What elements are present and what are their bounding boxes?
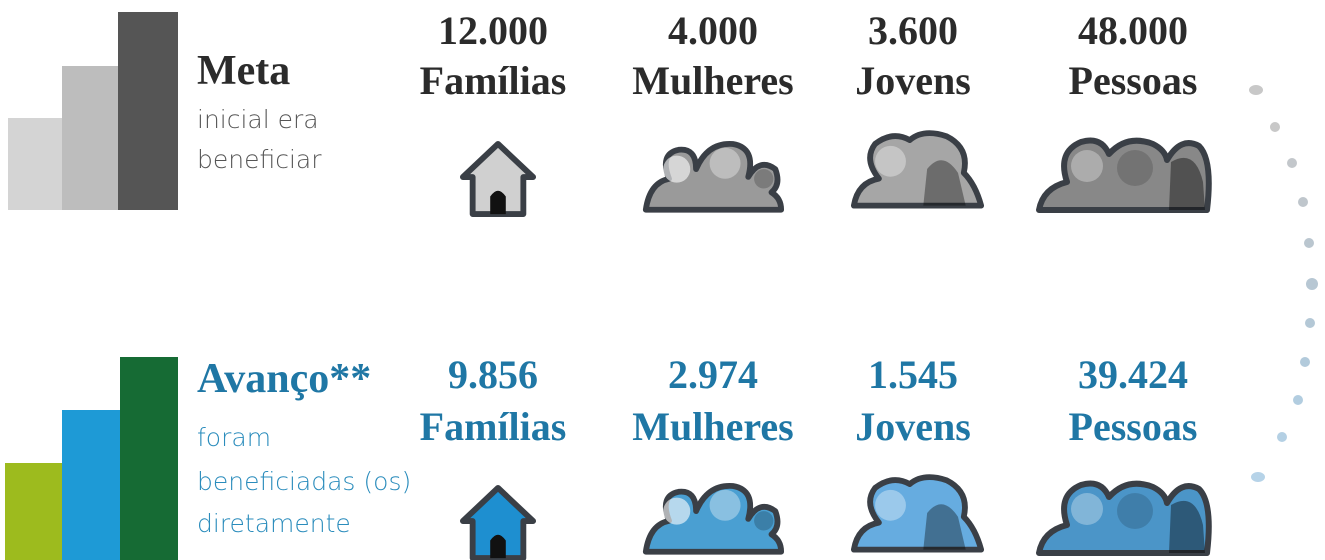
item-label: Pessoas — [1069, 404, 1198, 449]
row-subtitle: inicial era — [197, 105, 319, 134]
item-number: 4.000 — [668, 8, 758, 53]
bar-icon — [62, 66, 118, 210]
row-title: Avanço** — [197, 356, 371, 402]
item-number: 1.545 — [868, 352, 958, 397]
row-subtitle: diretamente — [197, 509, 351, 538]
dot-arc — [1249, 85, 1318, 482]
bar-icon — [8, 118, 62, 210]
bar-icon — [118, 12, 178, 210]
row-title: Meta — [197, 48, 290, 94]
item-label: Jovens — [855, 58, 971, 103]
pictograms — [463, 133, 1209, 214]
item-label: Jovens — [855, 404, 971, 449]
item-number: 12.000 — [438, 8, 548, 53]
item-number: 9.856 — [448, 352, 538, 397]
bar-icon — [62, 410, 120, 560]
item-label: Mulheres — [632, 58, 793, 103]
row-subtitle: beneficiadas (os) — [197, 467, 411, 496]
pictograms — [463, 477, 1209, 558]
item-number: 48.000 — [1078, 8, 1188, 53]
row-subtitle: foram — [197, 423, 271, 452]
row-subtitle: beneficiar — [197, 145, 322, 174]
item-number: 3.600 — [868, 8, 958, 53]
bar-icon — [120, 357, 178, 560]
item-label: Famílias — [420, 404, 567, 449]
bar-icon — [5, 463, 62, 560]
item-number: 2.974 — [668, 352, 758, 397]
item-label: Pessoas — [1069, 58, 1198, 103]
item-label: Mulheres — [632, 404, 793, 449]
item-number: 39.424 — [1078, 352, 1188, 397]
item-label: Famílias — [420, 58, 567, 103]
